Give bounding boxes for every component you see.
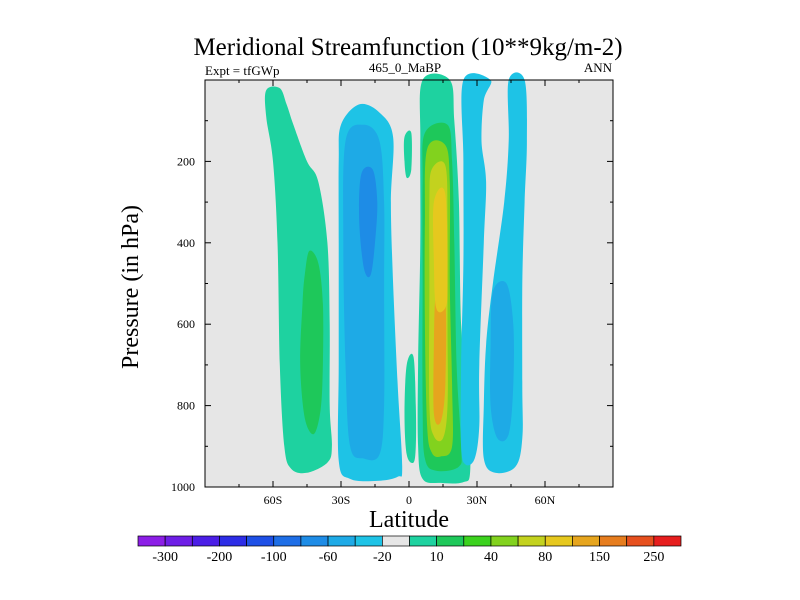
colorbar-swatch xyxy=(436,535,465,547)
y-axis: 200 400 600 800 1000 xyxy=(171,120,613,494)
y-tick-label: 600 xyxy=(177,317,195,331)
colorbar-swatch xyxy=(572,535,600,547)
colorbar-swatch xyxy=(626,535,655,547)
nh-hadley-peak xyxy=(432,187,448,313)
colorbar-swatch xyxy=(517,535,546,547)
colorbar xyxy=(137,535,682,547)
nh-ferrel-cell xyxy=(460,73,492,466)
colorbar-swatch xyxy=(273,535,302,547)
nh-hadley-core xyxy=(433,286,447,425)
y-tick-label: 200 xyxy=(177,154,195,168)
colorbar-swatch xyxy=(409,535,437,547)
equator-sliver-lower xyxy=(404,353,417,464)
x-tick-label: 30S xyxy=(332,493,351,507)
colorbar-swatch xyxy=(544,535,573,547)
y-tick-label: 1000 xyxy=(171,480,195,494)
colorbar-label: -60 xyxy=(319,550,338,565)
y-axis-label: Pressure (in hPa) xyxy=(118,205,144,369)
colorbar-label: 250 xyxy=(643,550,664,565)
nh-ferrel-core xyxy=(490,280,514,442)
colorbar-swatch xyxy=(653,535,682,547)
colorbar-label: -200 xyxy=(207,550,233,565)
colorbar-swatch xyxy=(191,535,220,547)
x-axis-label: Latitude xyxy=(369,507,449,533)
experiment-label: Expt = tfGWp xyxy=(205,63,279,78)
contour-fills xyxy=(264,72,527,484)
colorbar-label: 10 xyxy=(430,550,444,565)
time-label: 465_0_MaBP xyxy=(369,60,441,75)
colorbar-labels: -300 -200 -100 -60 -20 10 40 80 150 250 xyxy=(152,550,664,565)
x-tick-label: 60N xyxy=(535,493,556,507)
colorbar-label: 150 xyxy=(589,550,610,565)
colorbar-swatch xyxy=(219,535,247,547)
x-tick-label: 0 xyxy=(406,493,412,507)
colorbar-swatch xyxy=(300,535,329,547)
season-label: ANN xyxy=(584,60,613,75)
sh-high-lat-core xyxy=(300,250,324,435)
colorbar-swatch xyxy=(463,535,492,547)
x-axis: 60S 30S 0 30N 60N xyxy=(204,80,614,507)
x-tick-label: 30N xyxy=(467,493,488,507)
colorbar-swatch xyxy=(354,535,383,547)
colorbar-swatch xyxy=(164,535,193,547)
y-tick-label: 800 xyxy=(177,399,195,413)
x-tick-label: 60S xyxy=(264,493,283,507)
colorbar-label: -20 xyxy=(373,550,392,565)
colorbar-swatch xyxy=(599,535,628,547)
chart-title: Meridional Streamfunction (10**9kg/m-2) xyxy=(193,34,622,61)
y-tick-label: 400 xyxy=(177,236,195,250)
colorbar-swatch xyxy=(382,535,410,547)
colorbar-swatch xyxy=(137,535,166,547)
colorbar-swatch xyxy=(327,535,356,547)
colorbar-swatch xyxy=(246,535,275,547)
colorbar-swatch xyxy=(490,535,519,547)
colorbar-label: -300 xyxy=(152,550,178,565)
sh-tropical-core xyxy=(359,166,378,278)
colorbar-label: -100 xyxy=(261,550,287,565)
equator-sliver-upper xyxy=(403,130,412,179)
colorbar-label: 80 xyxy=(538,550,552,565)
colorbar-label: 40 xyxy=(484,550,498,565)
